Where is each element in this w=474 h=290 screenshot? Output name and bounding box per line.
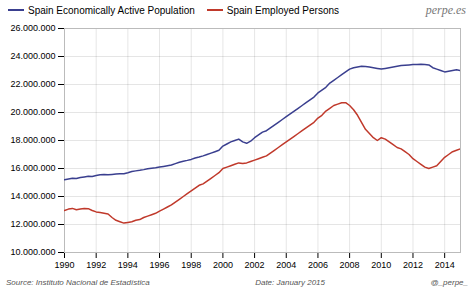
svg-text:14.000.000: 14.000.000	[10, 191, 55, 201]
html-text:Source: Instituto Nacional de: Source: Instituto Nacional de Estadístic…	[6, 277, 150, 287]
svg-text:1990: 1990	[54, 260, 74, 270]
svg-text:16.000.000: 16.000.000	[10, 163, 55, 173]
svg-text:1992: 1992	[86, 260, 106, 270]
svg-text:2014: 2014	[435, 260, 455, 270]
svg-text:10.000.000: 10.000.000	[10, 247, 55, 257]
svg-text:1998: 1998	[181, 260, 201, 270]
html-text:Date: January 2015: Date: January 2015	[255, 277, 325, 287]
svg-text:12.000.000: 12.000.000	[10, 219, 55, 229]
svg-text:26.000.000: 26.000.000	[10, 23, 55, 33]
svg-text:20.000.000: 20.000.000	[10, 107, 55, 117]
svg-text:2000: 2000	[213, 260, 233, 270]
svg-text:18.000.000: 18.000.000	[10, 135, 55, 145]
html-text:Spain Employed Persons: Spain Employed Persons	[226, 4, 340, 16]
html-text:Spain Economically Active Popu: Spain Economically Active Population	[28, 4, 195, 16]
svg-text:2010: 2010	[371, 260, 391, 270]
svg-text:2002: 2002	[245, 260, 265, 270]
svg-text:2006: 2006	[308, 260, 328, 270]
svg-text:2008: 2008	[340, 260, 360, 270]
html-text:@_perpe_: @_perpe_	[430, 277, 468, 287]
svg-text:1996: 1996	[150, 260, 170, 270]
svg-text:22.000.000: 22.000.000	[10, 79, 55, 89]
svg-text:2004: 2004	[276, 260, 296, 270]
html-text:perpe.es: perpe.es	[425, 2, 466, 17]
svg-text:24.000.000: 24.000.000	[10, 51, 55, 61]
svg-text:1994: 1994	[118, 260, 138, 270]
svg-text:2012: 2012	[403, 260, 423, 270]
